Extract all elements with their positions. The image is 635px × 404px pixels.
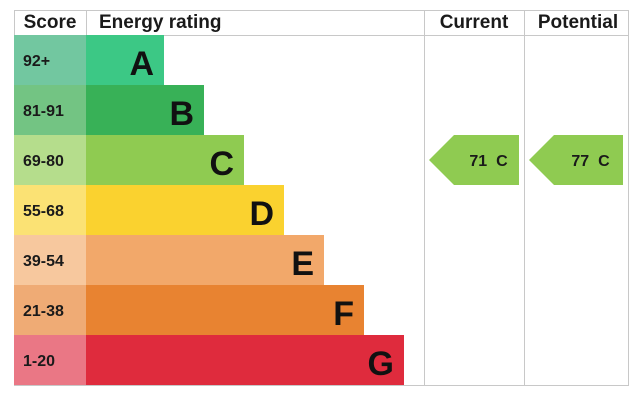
band-a: 92+ A xyxy=(14,35,164,85)
band-letter: D xyxy=(249,195,274,233)
band-score-cell xyxy=(14,185,86,235)
band-score-cell xyxy=(14,85,86,135)
band-bar xyxy=(86,35,164,85)
rating-bands: 92+ A 81-91 B 69-80 C 55-68 D 39-54 E 21-38 F 1-20 G xyxy=(14,35,404,385)
band-score-label: 39-54 xyxy=(23,253,64,270)
band-f: 21-38 F xyxy=(14,285,364,335)
band-letter: E xyxy=(291,245,314,283)
table-headers: Score Energy rating Current Potential xyxy=(24,12,619,33)
band-bar xyxy=(86,235,324,285)
band-score-cell xyxy=(14,285,86,335)
band-c: 69-80 C xyxy=(14,135,244,185)
band-bar xyxy=(86,85,204,135)
potential-rating-arrow: 77 C xyxy=(529,135,623,185)
band-bar xyxy=(86,285,364,335)
band-score-cell xyxy=(14,35,86,85)
band-score-label: 69-80 xyxy=(23,153,64,170)
band-score-label: 55-68 xyxy=(23,203,64,220)
current-rating-arrow-label: 71 C xyxy=(469,153,508,170)
band-score-cell xyxy=(14,135,86,185)
band-score-cell xyxy=(14,235,86,285)
rating-arrows: 71 C 77 C xyxy=(429,135,623,185)
header-score: Score xyxy=(24,12,77,33)
band-score-cell xyxy=(14,335,86,385)
header-potential: Potential xyxy=(538,12,618,33)
band-score-label: 1-20 xyxy=(23,353,55,370)
band-letter: G xyxy=(368,345,394,383)
potential-rating-arrow-label: 77 C xyxy=(571,153,610,170)
band-e: 39-54 E xyxy=(14,235,324,285)
band-letter: C xyxy=(209,145,234,183)
band-letter: A xyxy=(129,45,154,83)
band-score-label: 81-91 xyxy=(23,103,64,120)
current-rating-arrow-shape xyxy=(429,135,519,185)
band-bar xyxy=(86,185,284,235)
header-current: Current xyxy=(440,12,509,33)
band-d: 55-68 D xyxy=(14,185,284,235)
band-letter: F xyxy=(333,295,354,333)
band-letter: B xyxy=(169,95,194,133)
header-energy-rating: Energy rating xyxy=(99,12,221,33)
current-rating-arrow: 71 C xyxy=(429,135,519,185)
band-b: 81-91 B xyxy=(14,85,204,135)
band-score-label: 21-38 xyxy=(23,303,64,320)
potential-rating-arrow-shape xyxy=(529,135,623,185)
band-bar xyxy=(86,335,404,385)
band-bar xyxy=(86,135,244,185)
band-score-label: 92+ xyxy=(23,53,50,70)
band-g: 1-20 G xyxy=(14,335,404,385)
